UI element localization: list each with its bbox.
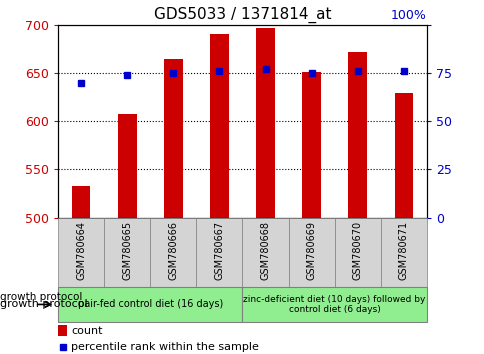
Text: percentile rank within the sample: percentile rank within the sample [71,342,258,352]
Text: zinc-deficient diet (10 days) followed by
control diet (6 days): zinc-deficient diet (10 days) followed b… [243,295,425,314]
Bar [104,218,150,287]
Bar [58,287,242,322]
Text: GSM780666: GSM780666 [168,221,178,280]
Bar [348,52,366,218]
Text: GSM780669: GSM780669 [306,221,316,280]
Bar [210,34,228,218]
Text: 100%: 100% [390,9,426,22]
Bar [302,72,320,218]
Bar [150,218,196,287]
Text: GSM780667: GSM780667 [214,221,224,280]
Bar [164,58,182,218]
Bar [196,218,242,287]
Text: growth protocol: growth protocol [0,299,88,309]
Bar [288,218,334,287]
Text: count: count [71,326,103,336]
Bar [58,325,67,336]
Text: GSM780670: GSM780670 [352,221,362,280]
Bar [334,218,380,287]
Bar [393,93,412,218]
Bar [256,28,274,218]
Text: GSM780671: GSM780671 [398,221,408,280]
Title: GDS5033 / 1371814_at: GDS5033 / 1371814_at [153,7,331,23]
Bar [118,114,136,218]
Text: growth protocol: growth protocol [0,292,82,302]
Text: pair-fed control diet (16 days): pair-fed control diet (16 days) [77,299,223,309]
Bar [72,186,90,218]
Bar [242,287,426,322]
Bar [380,218,426,287]
Text: GSM780664: GSM780664 [76,221,86,280]
Text: GSM780665: GSM780665 [122,221,132,280]
Bar [58,218,104,287]
Bar [242,218,288,287]
Text: GSM780668: GSM780668 [260,221,270,280]
